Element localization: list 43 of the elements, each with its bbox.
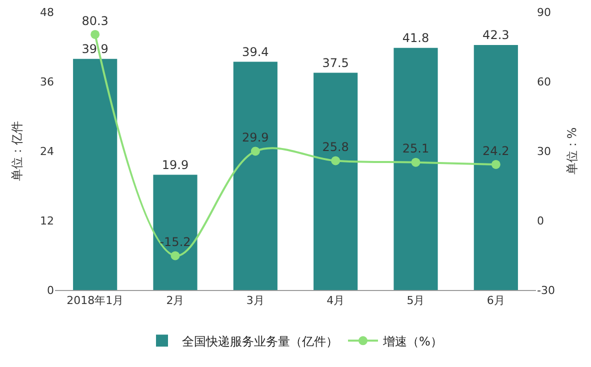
data-label: 25.1: [402, 142, 430, 156]
y-tick-label: 0: [47, 284, 54, 297]
data-label: 29.9: [242, 130, 269, 145]
x-tick-label: 4月: [326, 294, 345, 308]
bar: [153, 174, 198, 290]
y-tick-label: 36: [40, 75, 54, 88]
bar: [394, 48, 438, 290]
y-tick-label: 48: [40, 6, 54, 19]
x-tick-label: 6月: [486, 294, 505, 308]
data-label: -15.2: [160, 235, 191, 250]
data-label: 25.8: [322, 140, 349, 154]
y2-tick-label: 30: [537, 144, 551, 158]
y2-tick-label: -30: [537, 284, 555, 297]
point: [170, 251, 180, 260]
y-tick-label: 12: [40, 214, 54, 228]
point: [331, 156, 340, 166]
y-axis-title: 单位：亿件: [10, 121, 24, 181]
y-tick-label: 24: [40, 144, 54, 158]
y2-tick-label: 0: [537, 214, 544, 228]
bar: [474, 45, 518, 290]
point: [250, 146, 260, 156]
data-label: 24.2: [482, 144, 510, 158]
y2-tick-label: 90: [537, 6, 551, 19]
x-tick-label: 5月: [406, 294, 425, 308]
point: [90, 30, 100, 39]
data-label: 37.5: [322, 56, 349, 70]
data-label: 41.8: [402, 30, 430, 45]
y2-tick-label: 60: [537, 75, 551, 88]
point: [491, 160, 500, 169]
point: [411, 158, 420, 167]
bar: [314, 72, 358, 290]
legend-label: 增速（%）: [382, 334, 442, 348]
x-tick-label: 2月: [166, 294, 184, 308]
data-label: 39.4: [242, 44, 269, 59]
x-tick-label: 3月: [246, 294, 264, 308]
data-label: 80.3: [82, 14, 108, 28]
y2-axis-title: 单位：%: [565, 127, 579, 175]
x-tick-label: 2018年1月: [66, 294, 124, 308]
bar: [73, 58, 118, 290]
legend-label: 全国快递服务业务量（亿件）: [182, 334, 338, 348]
data-label: 42.3: [482, 28, 510, 42]
bar: [233, 62, 278, 290]
data-label: 19.9: [162, 158, 189, 172]
